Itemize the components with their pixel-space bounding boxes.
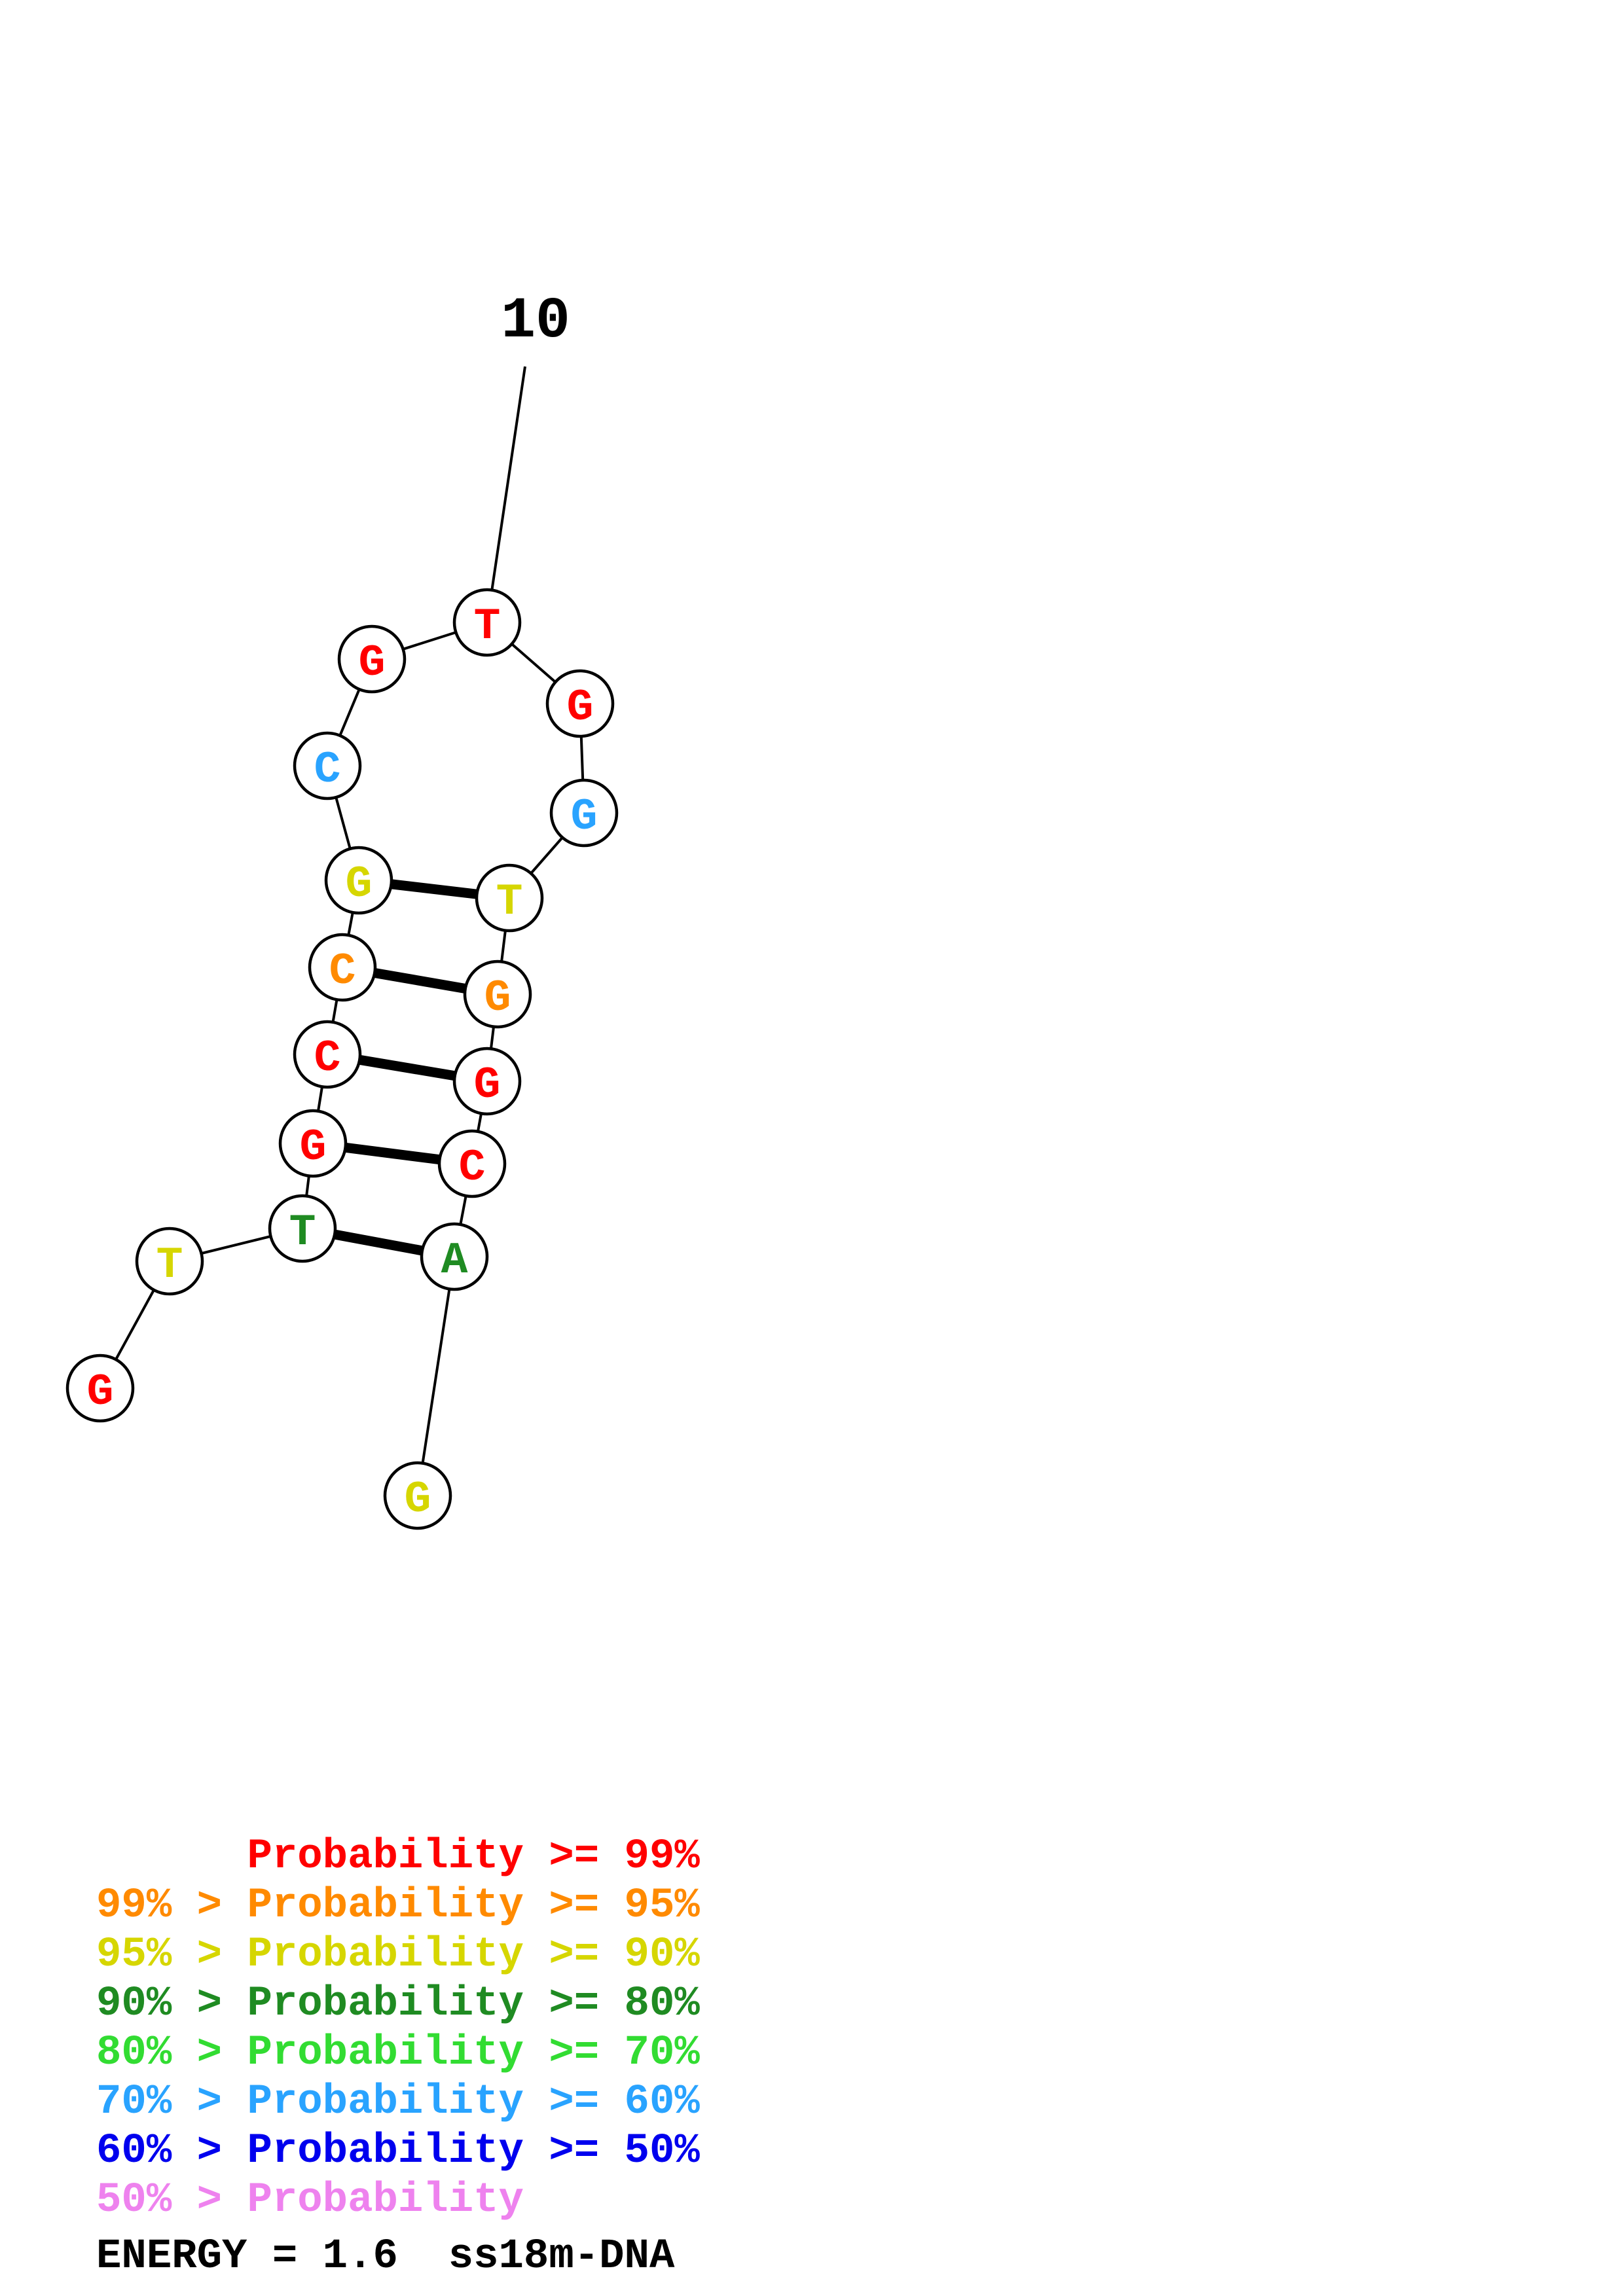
legend-row: Probability >= 99% <box>96 1833 700 1880</box>
base-letter: A <box>441 1236 468 1286</box>
nucleotide-circle <box>545 669 615 738</box>
base-letter: G <box>571 792 598 842</box>
legend-row: 95% > Probability >= 90% <box>96 1931 700 1979</box>
nucleotide-circle <box>420 1222 489 1291</box>
base-letter: G <box>87 1367 114 1418</box>
nucleotide-circle <box>452 588 522 657</box>
nucleotide-circle <box>293 731 362 800</box>
base-letter: C <box>314 1033 341 1084</box>
leader-line <box>486 366 526 623</box>
nucleotide-circle <box>324 846 393 915</box>
energy-label: ENERGY = 1.6 ss18m-DNA <box>96 2233 675 2280</box>
nucleotide-circle <box>308 933 377 1002</box>
nucleotide-circle <box>135 1227 204 1296</box>
legend-row: 70% > Probability >= 60% <box>96 2079 700 2126</box>
legend-row: 90% > Probability >= 80% <box>96 1981 700 2028</box>
nucleotide-circle <box>383 1461 452 1530</box>
base-letter: T <box>496 877 523 927</box>
base-letter: G <box>300 1122 327 1173</box>
nucleotide-circle <box>437 1129 507 1198</box>
nucleotide-circle <box>463 960 532 1029</box>
legend-row: 99% > Probability >= 95% <box>96 1882 700 1929</box>
nucleotide-circle <box>337 624 407 694</box>
legend-row: 80% > Probability >= 70% <box>96 2030 700 2077</box>
legend-row: 60% > Probability >= 50% <box>96 2128 700 2175</box>
base-letter: T <box>156 1240 183 1291</box>
base-letter: C <box>329 946 356 997</box>
sequence-number-label: 10 <box>501 289 570 354</box>
base-letter: G <box>359 638 386 689</box>
base-letter: G <box>346 859 373 910</box>
legend-row: 50% > Probability <box>96 2177 524 2224</box>
base-letter: T <box>289 1208 316 1258</box>
base-letter: T <box>474 601 501 652</box>
nucleotide-circle <box>475 863 544 933</box>
nucleotide-circle <box>268 1194 337 1263</box>
probability-legend: Probability >= 99% 99% > Probability >= 9… <box>96 1833 700 2225</box>
base-letter: G <box>484 973 511 1024</box>
nucleotide-circle <box>452 1047 522 1116</box>
base-letter: C <box>314 745 341 795</box>
nucleotide-circle <box>549 778 619 848</box>
nucleotide-circle <box>65 1354 135 1423</box>
base-letter: G <box>567 683 594 733</box>
base-letter: G <box>405 1475 431 1525</box>
backbone-line <box>416 1256 456 1496</box>
base-letter: C <box>459 1143 486 1193</box>
base-letter: G <box>474 1060 501 1111</box>
nucleotide-circle <box>278 1109 348 1178</box>
nucleotide-circle <box>293 1020 362 1089</box>
